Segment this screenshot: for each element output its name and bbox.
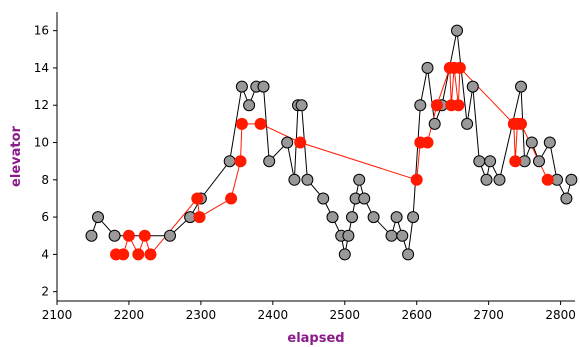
data-point-gray	[407, 211, 420, 224]
data-point-gray	[565, 173, 578, 186]
x-tick-label: 2800	[545, 308, 576, 322]
data-point-gray	[451, 24, 463, 37]
data-point-red	[430, 99, 443, 112]
data-point-gray	[338, 248, 351, 261]
x-tick-label: 2400	[258, 308, 289, 322]
data-point-gray	[281, 136, 294, 149]
data-point-gray	[301, 173, 314, 186]
data-point-gray	[543, 136, 556, 149]
x-tick-label: 2500	[330, 308, 361, 322]
x-axis-title: elapsed	[287, 331, 344, 346]
data-point-gray	[396, 229, 409, 242]
data-point-red	[515, 117, 527, 130]
data-point-red	[509, 155, 522, 168]
data-point-red	[144, 248, 157, 261]
data-point-gray	[428, 117, 441, 130]
y-tick-label: 10	[34, 136, 49, 150]
data-point-red	[122, 229, 135, 242]
data-point-gray	[414, 99, 427, 112]
data-point-gray	[390, 211, 403, 224]
data-point-gray	[263, 155, 276, 168]
x-tick-label: 2100	[42, 308, 73, 322]
data-point-gray	[164, 229, 176, 242]
x-tick-label: 2700	[473, 308, 504, 322]
y-tick-label: 12	[34, 98, 49, 112]
data-point-gray	[461, 117, 474, 130]
data-point-gray	[484, 155, 497, 168]
data-point-gray	[92, 211, 104, 224]
data-point-red	[410, 173, 423, 186]
y-axis-title: elevator	[9, 125, 24, 186]
data-point-gray	[288, 173, 301, 186]
y-tick-label: 4	[41, 247, 49, 261]
data-point-gray	[421, 61, 434, 74]
data-point-red	[541, 173, 554, 186]
data-point-gray	[317, 192, 330, 205]
data-point-gray	[466, 80, 479, 93]
data-point-red	[225, 192, 238, 205]
x-tick-label: 2300	[186, 308, 217, 322]
y-tick-label: 16	[34, 24, 49, 38]
x-tick-label: 2600	[401, 308, 432, 322]
data-point-red	[254, 117, 267, 130]
data-point-gray	[326, 211, 339, 224]
data-point-gray	[235, 80, 248, 93]
y-tick-label: 14	[34, 61, 49, 75]
y-tick-label: 6	[41, 210, 49, 224]
data-point-gray	[493, 173, 506, 186]
data-point-red	[235, 117, 248, 130]
data-point-red	[452, 99, 465, 112]
data-point-gray	[353, 173, 366, 186]
data-point-gray	[473, 155, 486, 168]
data-point-gray	[480, 173, 493, 186]
data-point-gray	[515, 80, 527, 93]
data-point-gray	[385, 229, 398, 242]
data-point-red	[191, 192, 204, 205]
data-point-gray	[560, 192, 573, 205]
data-point-gray	[257, 80, 270, 93]
data-point-gray	[342, 229, 355, 242]
data-point-red	[453, 61, 466, 74]
data-point-red	[138, 229, 151, 242]
data-point-gray	[367, 211, 380, 224]
data-point-gray	[346, 211, 358, 224]
data-point-gray	[525, 136, 538, 149]
data-point-gray	[533, 155, 545, 168]
data-point-gray	[295, 99, 308, 112]
data-point-red	[421, 136, 434, 149]
data-point-red	[294, 136, 307, 149]
x-tick-label: 2200	[114, 308, 145, 322]
data-point-red	[234, 155, 247, 168]
data-point-gray	[223, 155, 236, 168]
data-point-red	[117, 248, 130, 261]
y-tick-label: 2	[41, 285, 49, 299]
data-point-red	[193, 211, 206, 224]
data-point-gray	[243, 99, 256, 112]
data-point-gray	[108, 229, 121, 242]
data-point-gray	[402, 248, 415, 261]
data-point-red	[132, 248, 145, 261]
data-point-gray	[358, 192, 371, 205]
data-point-gray	[85, 229, 98, 242]
y-tick-label: 8	[41, 173, 49, 187]
